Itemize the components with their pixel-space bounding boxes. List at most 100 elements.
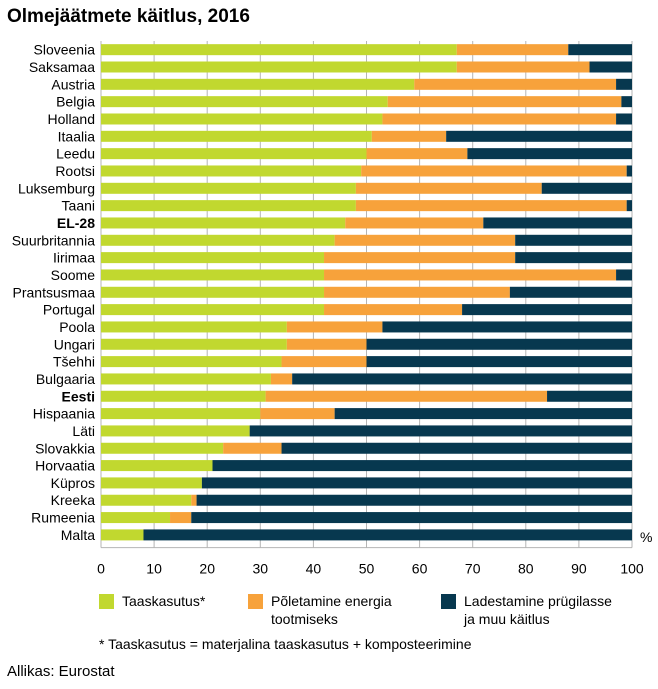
bar-segment bbox=[101, 408, 261, 420]
category-label: Bulgaaria bbox=[36, 371, 95, 387]
x-tick-labels: 0 10 20 30 40 50 60 70 80 90 100 bbox=[97, 561, 644, 577]
bar-segment bbox=[616, 269, 632, 281]
bar-segment bbox=[101, 182, 356, 194]
bar-segment bbox=[541, 182, 632, 194]
unit-label: % bbox=[640, 529, 653, 545]
bar-segment bbox=[191, 512, 632, 524]
x-tick-label: 60 bbox=[412, 561, 428, 577]
bar-segment bbox=[462, 304, 632, 316]
category-label: Belgia bbox=[56, 94, 95, 110]
bar-segment bbox=[509, 286, 632, 298]
bar-segment bbox=[101, 96, 388, 108]
bar-segment bbox=[196, 494, 632, 506]
bars bbox=[101, 44, 633, 541]
bar-segment bbox=[101, 61, 457, 73]
bar-segment bbox=[201, 477, 632, 489]
bar-segment bbox=[366, 148, 468, 160]
bar-segment bbox=[101, 44, 457, 56]
bar-segment bbox=[101, 356, 282, 368]
x-tick-label: 0 bbox=[97, 561, 105, 577]
bar-segment bbox=[101, 390, 266, 402]
bar-segment bbox=[281, 356, 367, 368]
legend-label-poletamine: Põletamine energia tootmiseks bbox=[271, 592, 392, 628]
bar-segment bbox=[286, 321, 383, 333]
bar-segment bbox=[334, 234, 516, 246]
category-label: Rootsi bbox=[55, 163, 95, 179]
category-label: Taani bbox=[62, 198, 95, 214]
bar-segment bbox=[616, 113, 632, 125]
bar-segment bbox=[101, 442, 224, 454]
bar-segment bbox=[101, 512, 171, 524]
bar-segment bbox=[355, 200, 627, 212]
bar-segment bbox=[547, 390, 632, 402]
category-label: EL-28 bbox=[57, 215, 95, 231]
legend-label-ladestamine: Ladestamine prügilasse ja muu käitlus bbox=[464, 592, 612, 628]
bar-segment bbox=[249, 425, 632, 437]
x-tick-label: 80 bbox=[518, 561, 534, 577]
legend-item-poletamine: Põletamine energia tootmiseks bbox=[248, 592, 392, 628]
category-label: Luksemburg bbox=[18, 180, 95, 196]
bar-segment bbox=[101, 269, 325, 281]
legend-swatch-poletamine bbox=[248, 594, 263, 609]
x-tick-label: 90 bbox=[571, 561, 587, 577]
category-label: Kreeka bbox=[51, 492, 96, 508]
source-note: Allikas: Eurostat bbox=[7, 663, 115, 680]
bar-segment bbox=[515, 252, 632, 264]
bar-segment bbox=[101, 78, 415, 90]
legend-item-ladestamine: Ladestamine prügilasse ja muu käitlus bbox=[441, 592, 612, 628]
bar-segment bbox=[324, 269, 617, 281]
category-label: Ungari bbox=[54, 336, 95, 352]
category-label: Tšehhi bbox=[53, 354, 95, 370]
bar-segment bbox=[101, 425, 250, 437]
category-label: Leedu bbox=[56, 146, 95, 162]
legend-swatch-taaskasutus bbox=[99, 594, 114, 609]
bar-segment bbox=[101, 460, 213, 472]
category-label: Horvaatia bbox=[35, 458, 95, 474]
x-tick-label: 40 bbox=[306, 561, 322, 577]
bar-segment bbox=[366, 338, 632, 350]
bar-segment bbox=[456, 44, 569, 56]
bar-segment bbox=[101, 130, 372, 142]
bar-segment bbox=[382, 113, 617, 125]
category-label: Läti bbox=[72, 423, 95, 439]
bar-segment bbox=[568, 44, 632, 56]
bar-segment bbox=[355, 182, 542, 194]
legend-label-ladestamine-line2: ja muu käitlus bbox=[464, 611, 550, 627]
bar-segment bbox=[334, 408, 632, 420]
x-tick-label: 30 bbox=[253, 561, 269, 577]
bar-segment bbox=[345, 217, 484, 229]
bar-segment bbox=[170, 512, 192, 524]
category-label: Hispaania bbox=[33, 406, 95, 422]
bar-segment bbox=[366, 356, 632, 368]
bar-segment bbox=[101, 373, 271, 385]
x-tick-label: 70 bbox=[465, 561, 481, 577]
bar-segment bbox=[101, 148, 367, 160]
bar-segment bbox=[101, 234, 335, 246]
bar-segment bbox=[101, 252, 325, 264]
category-label: Iirimaa bbox=[53, 250, 95, 266]
x-tick-label: 10 bbox=[146, 561, 162, 577]
bar-segment bbox=[223, 442, 282, 454]
bar-segment bbox=[626, 200, 632, 212]
bar-segment bbox=[191, 494, 197, 506]
bar-segment bbox=[265, 390, 548, 402]
bar-segment bbox=[324, 304, 463, 316]
category-label: Soome bbox=[51, 267, 96, 283]
bar-segment bbox=[101, 494, 192, 506]
bar-segment bbox=[324, 286, 510, 298]
legend-label-poletamine-line2: tootmiseks bbox=[271, 611, 338, 627]
bar-segment bbox=[382, 321, 632, 333]
category-label: Poola bbox=[59, 319, 95, 335]
category-label: Prantsusmaa bbox=[13, 284, 96, 300]
bar-segment bbox=[626, 165, 632, 177]
category-label: Sloveenia bbox=[34, 42, 96, 58]
bar-segment bbox=[616, 78, 632, 90]
x-tick-label: 50 bbox=[359, 561, 375, 577]
x-tick-label: 20 bbox=[199, 561, 215, 577]
bar-segment bbox=[101, 286, 325, 298]
chart-title: Olmejäätmete käitlus, 2016 bbox=[7, 6, 250, 27]
bar-segment bbox=[414, 78, 617, 90]
category-label: Saksamaa bbox=[29, 59, 95, 75]
category-label: Austria bbox=[51, 76, 95, 92]
